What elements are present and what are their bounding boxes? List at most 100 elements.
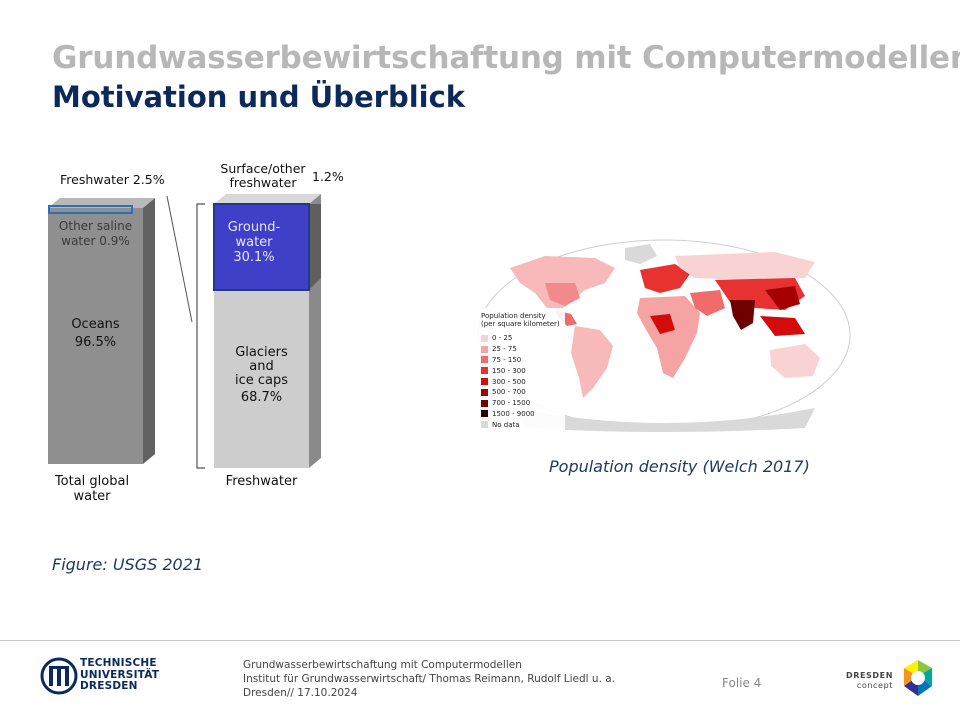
legend-swatch [481,378,488,386]
population-density-map: Population density (per square kilometer… [475,238,853,433]
surface-freshwater-label: Surface/other freshwater [215,162,311,190]
australia-shape [770,344,820,378]
footer-course: Grundwasserbewirtschaftung mit Computerm… [243,659,522,671]
legend-item: 500 - 700 [481,387,535,398]
other-saline-line1: Other saline [58,219,133,233]
nigeria-shape [650,314,675,334]
glaciers-segment [214,290,309,468]
legend-title-line2: (per square kilometer) [481,320,560,328]
surface-label-line2: freshwater [229,175,297,190]
fresh-bar-top [214,194,321,204]
slide-course-title: Grundwasserbewirtschaftung mit Computerm… [52,40,960,76]
freshwater-share-label: Freshwater 2.5% [60,172,165,187]
groundwater-value: 30.1% [233,250,275,265]
footer-info: Grundwasserbewirtschaftung mit Computerm… [243,658,615,700]
legend-swatch [481,410,488,418]
groundwater-line1: Ground- [227,220,281,235]
europe-shape [640,264,690,293]
freshwater-highlight [48,205,133,214]
slide-number: Folie 4 [722,676,762,690]
legend-swatch [481,345,488,353]
legend-item: 0 - 25 [481,333,535,344]
china-east-shape [765,286,800,310]
total-label-line2: water [73,489,111,504]
dresden-concept-wordmark: DRESDEN concept [845,671,893,691]
tud-wordmark: TECHNISCHE UNIVERSITÄT DRESDEN [80,657,160,693]
legend-item: 700 - 1500 [481,398,535,409]
tud-wordmark-line3: DRESDEN [80,680,138,692]
connector-line [166,195,193,323]
antarctica-shape [515,408,815,432]
other-saline-label: Other saline water 0.9% [48,219,143,249]
glaciers-value: 68.7% [240,390,283,405]
usa-shape [545,283,580,306]
glaciers-line3: ice caps [234,373,289,388]
tud-emblem-icon [40,657,78,695]
legend-list: 0 - 25 25 - 75 75 - 150 150 - 300 300 - 500 5… [481,333,535,430]
dc-wordmark-line2: concept [856,681,893,690]
surface-freshwater-value: 1.2% [312,169,344,184]
glaciers-line1: Glaciers [235,345,288,360]
legend-swatch [481,421,488,429]
legend-title-line1: Population density [481,312,546,320]
legend-label: 1500 - 9000 [492,409,535,418]
groundwater-line2: water [235,235,273,250]
south-america-shape [571,326,613,398]
legend-label: 500 - 700 [492,388,526,397]
footer-date: Dresden// 17.10.2024 [243,687,358,699]
legend-swatch [481,356,488,364]
legend-swatch [481,388,488,396]
water-bars-graphic [48,194,321,469]
legend-swatch [481,399,488,407]
legend-background [477,308,565,430]
footer-institute: Institut für Grundwasserwirtschaft/ Thom… [243,673,616,685]
freshwater-bracket [196,203,205,469]
legend-label: 25 - 75 [492,345,517,354]
legend-title: Population density (per square kilometer… [481,312,560,328]
oceans-label-text: Oceans [71,317,120,332]
oceans-value: 96.5% [74,335,117,350]
total-bar-side [143,198,155,464]
groundwater-segment [213,203,310,291]
dc-wordmark-line1: DRESDEN [845,671,893,680]
tud-logo: TECHNISCHE UNIVERSITÄT DRESDEN [40,657,170,697]
total-label-line1: Total global [54,474,130,489]
other-saline-line2: water 0.9% [61,234,130,248]
map-caption: Population density (Welch 2017) [549,457,810,476]
legend-label: 150 - 300 [492,366,526,375]
dresden-concept-icon [904,660,932,696]
legend-label: No data [492,420,520,429]
legend-item: No data [481,419,535,430]
glaciers-line2: and [249,359,274,374]
southeast-asia-shape [760,316,805,336]
legend-label: 700 - 1500 [492,399,531,408]
greenland-shape [625,244,657,264]
glaciers-label: Glaciers and ice caps 68.7% [214,346,309,405]
legend-item: 300 - 500 [481,376,535,387]
legend-item: 75 - 150 [481,355,535,366]
tud-wordmark-line1: TECHNISCHE [80,657,157,669]
india-shape [730,300,755,330]
russia-shape [675,252,815,280]
total-global-water-label: Total global water [42,474,142,504]
groundwater-label: Ground- water 30.1% [214,220,294,265]
legend-item: 25 - 75 [481,344,535,355]
world-map-graphic [477,239,851,432]
legend-swatch [481,367,488,375]
legend-label: 75 - 150 [492,355,522,364]
groundwater-side [309,204,321,290]
dresden-concept-logo: DRESDEN concept [845,658,945,700]
legend-item: 150 - 300 [481,365,535,376]
freshwater-axis-label: Freshwater [225,474,298,489]
legend-label: 0 - 25 [492,334,513,343]
oceans-label: Oceans 96.5% [48,316,143,352]
water-distribution-figure: Freshwater 2.5% Surface/other freshwater… [40,160,370,510]
legend-swatch [481,334,488,342]
tud-wordmark-line2: UNIVERSITÄT [80,668,160,681]
slide-title: Motivation und Überblick [52,80,466,114]
figure-caption: Figure: USGS 2021 [52,555,204,574]
total-bar-front [48,208,143,464]
legend-item: 1500 - 9000 [481,409,535,420]
surface-label-line1: Surface/other [220,161,306,176]
legend-label: 300 - 500 [492,377,526,386]
